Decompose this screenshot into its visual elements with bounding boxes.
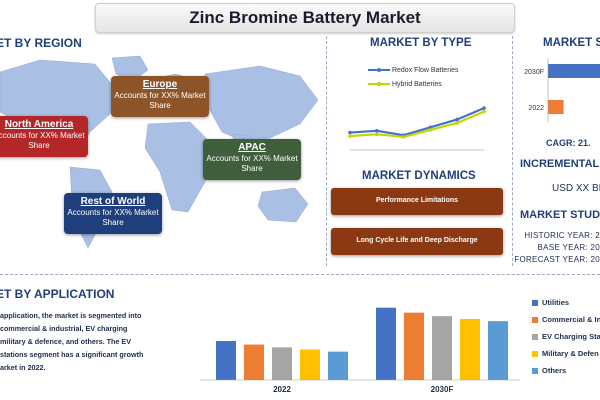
application-text-line: application, the market is segmented int… (0, 311, 142, 320)
region-name: APAC (238, 142, 266, 153)
app-category-label: 2030F (431, 385, 454, 394)
app-legend-label: Others (542, 366, 567, 375)
type-legend-label: Redox Flow Batteries (391, 67, 459, 74)
app-legend-label: EV Charging Stat (542, 332, 600, 341)
app-legend-ev: EV Charging Stat (532, 332, 600, 341)
legend-swatch (532, 351, 538, 358)
redox-legend-swatch (368, 68, 390, 73)
size-bar (548, 64, 600, 78)
region-desc: Accounts for XX% Market Share (114, 91, 206, 110)
size-heading: MARKET S (543, 37, 600, 49)
application-description: application, the market is segmented int… (0, 309, 160, 374)
app-bar (300, 349, 320, 380)
app-bar (488, 321, 508, 380)
map-australia (257, 187, 309, 223)
app-legend-utilities: Utilities (532, 298, 569, 307)
region-box-north-america: North America Accounts for XX% Market Sh… (0, 116, 88, 157)
type-point (428, 128, 433, 132)
study-forecast: FORECAST YEAR: 20 (514, 255, 600, 264)
region-desc: Accounts for XX% Market Share (67, 208, 159, 227)
type-point (348, 134, 352, 138)
size-cagr: CAGR: 21. (546, 138, 591, 148)
app-bar (432, 316, 452, 380)
application-heading: ET BY APPLICATION (0, 287, 115, 301)
app-legend-commercial: Commercial & In (532, 315, 600, 324)
app-bar (376, 307, 396, 380)
app-bar (272, 347, 292, 380)
size-bar-chart: 2030F 2022 (524, 58, 600, 122)
divider-right (512, 36, 513, 266)
type-legend-redox: Redox Flow Batteries (368, 67, 458, 74)
region-name: North America (4, 119, 74, 130)
type-point (482, 106, 486, 110)
incremental-heading: INCREMENTAL G (520, 158, 600, 170)
region-box-rest-of-world: Rest of World Accounts for XX% Market Sh… (64, 193, 162, 234)
type-point (348, 130, 352, 135)
size-category-label: 2022 (528, 105, 544, 112)
map-africa (144, 121, 213, 213)
app-bar (216, 341, 236, 380)
region-desc: Accounts for XX% Market Share (206, 154, 298, 173)
region-desc: Accounts for XX% Market Share (0, 131, 85, 150)
dynamics-item-performance: Performance Limitations (331, 188, 503, 215)
type-series-line-0 (349, 107, 485, 137)
type-series-line-1 (349, 110, 485, 139)
app-legend-label: Military & Defen (542, 349, 599, 358)
app-bar (404, 312, 424, 380)
region-heading: ET BY REGION (0, 36, 82, 50)
app-category-label: 2022 (273, 385, 291, 394)
dynamics-item-cycle-life: Long Cycle Life and Deep Discharge (331, 228, 503, 255)
type-point (428, 125, 433, 130)
page-title: Zinc Bromine Battery Market (95, 3, 515, 33)
map-asia (204, 65, 319, 143)
application-text-line: commercial & industrial, EV charging (0, 324, 128, 333)
app-legend-others: Others (532, 366, 566, 375)
type-point (482, 109, 486, 114)
size-category-label: 2030F (524, 69, 544, 76)
app-bar (244, 344, 264, 380)
legend-swatch (532, 334, 538, 341)
region-name: Europe (142, 79, 178, 90)
dynamics-heading: MARKET DYNAMICS (362, 170, 476, 182)
app-legend-label: Commercial & In (542, 315, 600, 324)
application-text-line: military & defence, and others. The EV (0, 337, 132, 346)
size-bar (548, 100, 564, 114)
application-text-line: stations segment has a significant growt… (0, 350, 144, 359)
divider-left (326, 36, 327, 266)
incremental-value: USD XX BI (552, 183, 600, 194)
divider-horizontal (0, 274, 600, 275)
application-text-line: arket in 2022. (0, 363, 46, 372)
type-point (455, 117, 459, 122)
legend-swatch (532, 300, 538, 307)
type-point (455, 121, 459, 125)
type-heading: MARKET BY TYPE (370, 37, 472, 49)
app-legend-military: Military & Defen (532, 349, 599, 358)
type-legend-label: Hybrid Batteries (391, 81, 442, 88)
type-line-chart (348, 106, 486, 151)
app-bar (460, 319, 480, 380)
legend-swatch (532, 317, 538, 324)
region-name: Rest of World (80, 196, 146, 207)
study-base: BASE YEAR: 20 (537, 243, 600, 252)
type-legend-hybrid: Hybrid Batteries (368, 81, 442, 88)
app-bar (328, 351, 348, 380)
legend-swatch (532, 368, 538, 375)
hybrid-legend-swatch (368, 82, 390, 87)
application-bar-chart: 2022 2030F (200, 307, 520, 394)
type-point (401, 135, 406, 139)
region-box-europe: Europe Accounts for XX% Market Share (111, 76, 209, 117)
region-box-apac: APAC Accounts for XX% Market Share (203, 139, 301, 180)
study-historic: HISTORIC YEAR: 2 (524, 231, 600, 240)
type-point (375, 132, 379, 137)
study-heading: MARKET STUDY (520, 209, 600, 221)
app-legend-label: Utilities (542, 298, 570, 307)
type-point (375, 129, 379, 133)
